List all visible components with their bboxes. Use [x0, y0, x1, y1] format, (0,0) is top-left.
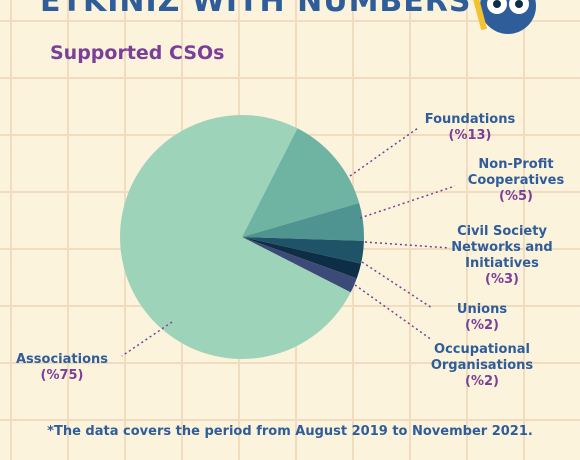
value-label: (%3)	[485, 272, 519, 287]
category-name: Associations	[16, 352, 108, 367]
slice-label: Associations (%75)	[0, 352, 124, 384]
value-label: (%2)	[465, 318, 499, 333]
category-name: Unions	[456, 302, 508, 317]
value-label: (%2)	[465, 374, 499, 389]
chart-title: ETKINIZ WITH NUMBERS	[40, 0, 472, 19]
pie-slice	[242, 237, 362, 279]
value-label: (%75)	[40, 368, 84, 383]
pie-slice	[242, 237, 364, 264]
category-name: Occupational Organisations	[430, 342, 534, 373]
slice-label: Occupational Organisations (%2)	[412, 342, 552, 390]
value-label: (%13)	[448, 128, 492, 143]
category-name: Non-Profit Cooperatives	[467, 157, 565, 188]
pie-slice	[119, 115, 351, 359]
logo	[470, 0, 536, 34]
value-label: (%5)	[499, 189, 533, 204]
pie-slice	[242, 202, 364, 241]
category-name: Civil Society Networks and Initiatives	[451, 224, 553, 271]
pie-slice	[242, 237, 357, 293]
category-name: Foundations	[424, 112, 516, 127]
slice-label: Non-Profit Cooperatives (%5)	[446, 157, 580, 205]
slice-label: Unions (%2)	[412, 302, 552, 334]
pie-slice	[242, 128, 360, 237]
leader-lines	[121, 127, 456, 357]
slice-label: Civil Society Networks and Initiatives (%…	[430, 224, 574, 288]
footnote: *The data covers the period from August …	[47, 424, 533, 439]
chart-subtitle: Supported CSOs	[50, 42, 225, 64]
slice-label: Foundations (%13)	[400, 112, 540, 144]
